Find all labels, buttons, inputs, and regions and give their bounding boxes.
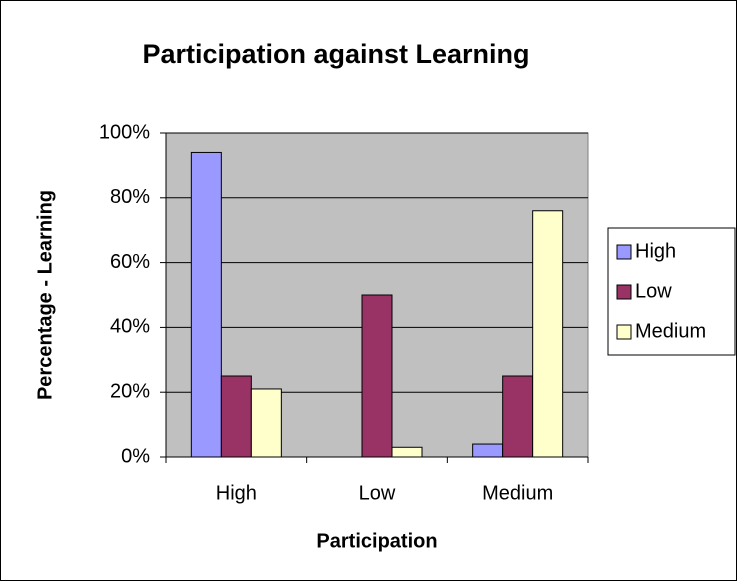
bar [391, 446, 423, 458]
x-tick-label: High [216, 482, 257, 504]
legend-swatch [616, 244, 632, 260]
bar [472, 443, 504, 458]
y-tick-label: 20% [110, 380, 150, 402]
y-tick-label: 0% [121, 445, 150, 467]
legend-swatch [616, 284, 632, 300]
chart-title: Participation against Learning [142, 39, 529, 69]
legend-label: High [635, 240, 676, 262]
y-tick-label: 100% [99, 121, 150, 143]
legend-swatch [616, 324, 632, 340]
x-tick-label: Low [359, 482, 396, 504]
y-tick-label: 80% [110, 186, 150, 208]
bar [502, 375, 534, 458]
bar [220, 375, 252, 458]
bar [361, 294, 393, 458]
legend-label: Low [635, 280, 672, 302]
bar [532, 210, 564, 458]
y-tick-label: 60% [110, 251, 150, 273]
x-axis-label: Participation [316, 530, 437, 552]
bar [190, 151, 222, 458]
bar [250, 388, 282, 458]
y-axis-label: Percentage - Learning [34, 190, 56, 400]
x-tick-label: Medium [482, 482, 553, 504]
legend-label: Medium [635, 320, 706, 342]
y-tick-label: 40% [110, 316, 150, 338]
